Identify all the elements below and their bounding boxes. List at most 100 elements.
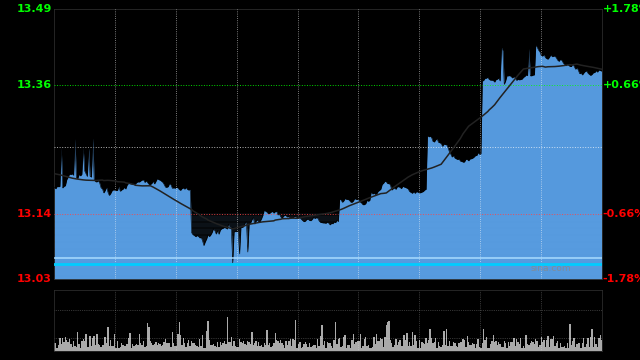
Bar — [391, 343, 392, 351]
Bar — [475, 348, 476, 351]
Bar — [534, 343, 535, 351]
Bar — [331, 346, 332, 351]
Bar — [347, 345, 349, 351]
Bar — [229, 342, 230, 351]
Bar — [479, 347, 480, 351]
Bar — [483, 329, 484, 351]
Bar — [596, 347, 598, 351]
Bar — [454, 343, 456, 351]
Bar — [572, 341, 573, 351]
Bar — [143, 341, 144, 351]
Bar — [85, 334, 86, 351]
Bar — [303, 344, 305, 351]
Bar — [113, 346, 114, 351]
Bar — [319, 346, 320, 351]
Bar — [283, 345, 284, 351]
Bar — [468, 342, 469, 351]
Bar — [116, 341, 118, 351]
Bar — [61, 345, 62, 351]
Bar — [163, 342, 165, 351]
Bar — [97, 344, 99, 351]
Bar — [209, 340, 210, 351]
Bar — [205, 348, 206, 351]
Bar — [520, 338, 522, 351]
Bar — [96, 334, 97, 351]
Bar — [439, 346, 440, 351]
Bar — [221, 345, 223, 351]
Bar — [272, 346, 273, 351]
Bar — [371, 348, 372, 351]
Bar — [172, 332, 173, 351]
Bar — [193, 343, 195, 351]
Bar — [565, 348, 566, 351]
Bar — [571, 345, 572, 351]
Bar — [147, 323, 148, 351]
Bar — [433, 342, 435, 351]
Bar — [210, 345, 211, 351]
Bar — [177, 334, 179, 351]
Bar — [532, 342, 534, 351]
Bar — [360, 334, 361, 351]
Bar — [127, 345, 128, 351]
Bar — [305, 342, 306, 351]
Bar — [62, 338, 63, 351]
Bar — [302, 347, 303, 351]
Text: 13.14: 13.14 — [17, 210, 52, 220]
Bar — [151, 342, 152, 351]
Bar — [228, 342, 229, 351]
Bar — [427, 343, 428, 351]
Bar — [314, 345, 316, 351]
Bar — [556, 343, 557, 351]
Bar — [358, 341, 360, 351]
Bar — [383, 347, 384, 351]
Bar — [576, 344, 577, 351]
Bar — [373, 337, 374, 351]
Bar — [543, 340, 545, 351]
Bar — [128, 338, 129, 351]
Bar — [589, 347, 590, 351]
Bar — [266, 330, 268, 351]
Bar — [120, 347, 121, 351]
Bar — [523, 346, 524, 351]
Bar — [593, 347, 594, 351]
Bar — [134, 345, 136, 351]
Bar — [447, 346, 449, 351]
Bar — [169, 343, 170, 351]
Bar — [235, 346, 236, 351]
Bar — [91, 346, 92, 351]
Bar — [324, 341, 325, 351]
Bar — [446, 329, 447, 351]
Bar — [497, 346, 498, 351]
Bar — [469, 345, 470, 351]
Bar — [476, 344, 477, 351]
Bar — [54, 343, 55, 351]
Bar — [420, 348, 421, 351]
Bar — [328, 343, 330, 351]
Bar — [189, 346, 191, 351]
Bar — [445, 345, 446, 351]
Bar — [504, 341, 505, 351]
Bar — [541, 337, 542, 351]
Bar — [529, 343, 531, 351]
Text: 13.49: 13.49 — [16, 4, 52, 14]
Bar — [207, 321, 209, 351]
Bar — [384, 337, 385, 351]
Bar — [95, 345, 96, 351]
Bar — [487, 348, 488, 351]
Bar — [509, 346, 510, 351]
Bar — [90, 336, 91, 351]
Bar — [442, 345, 443, 351]
Bar — [506, 348, 508, 351]
Bar — [488, 347, 490, 351]
Bar — [372, 347, 373, 351]
Bar — [195, 345, 196, 351]
Bar — [355, 342, 357, 351]
Bar — [114, 334, 115, 351]
Bar — [140, 343, 141, 351]
Bar — [369, 348, 371, 351]
Bar — [490, 344, 492, 351]
Bar — [122, 345, 124, 351]
Bar — [570, 324, 571, 351]
Bar — [247, 341, 248, 351]
Bar — [92, 338, 93, 351]
